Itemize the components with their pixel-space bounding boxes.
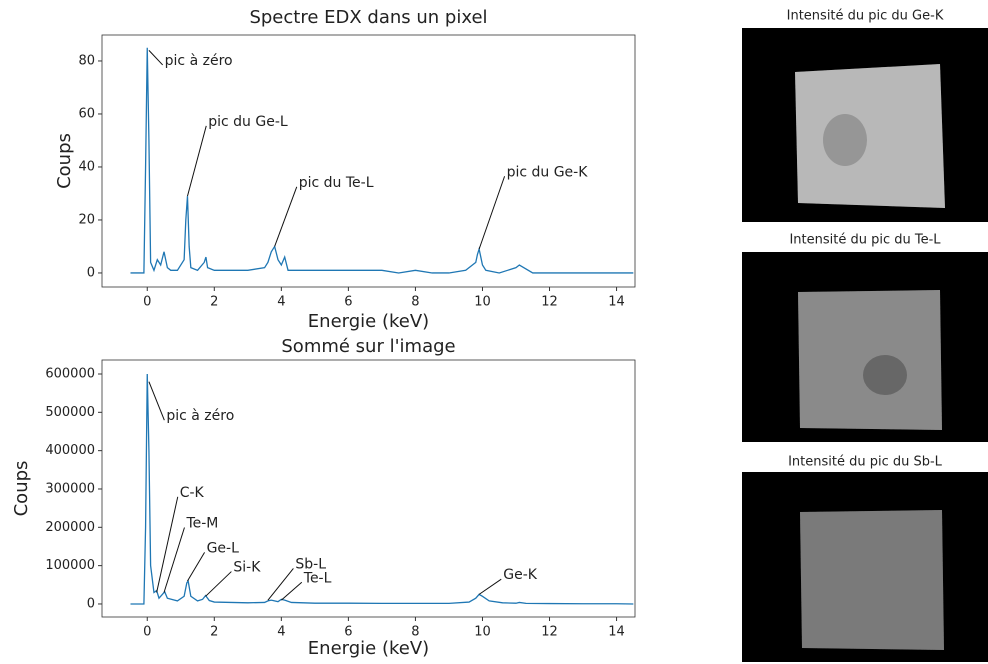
x-tick-label: 2 — [210, 295, 218, 310]
annotation-arrow — [478, 578, 502, 595]
x-tick-label: 0 — [143, 625, 151, 640]
annotation-arrow — [187, 552, 205, 582]
panel-title: Intensité du pic du Sb-L — [788, 455, 943, 470]
annotation: pic du Te-L — [299, 175, 374, 191]
y-tick-label: 40 — [78, 159, 95, 174]
y-axis-label: Coups — [54, 133, 75, 189]
x-axis-label: Energie (keV) — [308, 311, 429, 332]
annotation: Ge-K — [503, 567, 538, 583]
x-tick-label: 8 — [411, 625, 419, 640]
annotation-arrow — [205, 571, 232, 597]
x-tick-label: 10 — [474, 625, 491, 640]
plot-frame — [101, 34, 636, 288]
annotation: pic du Ge-L — [208, 114, 288, 130]
x-tick-label: 10 — [474, 295, 491, 310]
annotation: pic à zéro — [165, 53, 233, 69]
x-tick-label: 2 — [210, 625, 218, 640]
y-tick-label: 20 — [78, 212, 95, 227]
annotation-arrow — [148, 50, 164, 66]
y-tick-label: 200000 — [45, 520, 95, 535]
map-panel — [742, 28, 988, 222]
x-axis-label: Energie (keV) — [308, 638, 429, 659]
panel-title: Intensité du pic du Ge-K — [787, 9, 944, 24]
chart-title: Sommé sur l'image — [281, 336, 455, 357]
annotation: Te-M — [185, 515, 218, 531]
annotation-arrow — [156, 496, 179, 593]
annotation-arrow — [267, 568, 294, 601]
annotation: Ge-L — [207, 540, 240, 556]
x-tick-label: 0 — [143, 295, 151, 310]
y-axis-label: Coups — [11, 461, 32, 517]
y-tick-label: 600000 — [45, 366, 95, 381]
y-tick-label: 500000 — [45, 405, 95, 420]
y-tick-label: 80 — [78, 53, 95, 68]
annotation-arrow — [148, 381, 165, 421]
x-tick-label: 6 — [344, 295, 352, 310]
y-tick-label: 100000 — [45, 558, 95, 573]
map-image — [800, 510, 944, 650]
y-tick-label: 400000 — [45, 443, 95, 458]
x-tick-label: 4 — [277, 295, 285, 310]
chart-title: Spectre EDX dans un pixel — [249, 7, 487, 28]
y-tick-label: 0 — [87, 596, 95, 611]
annotation: C-K — [180, 485, 205, 501]
annotation-arrow — [478, 176, 506, 250]
panel-title: Intensité du pic du Te-L — [789, 233, 941, 248]
x-tick-label: 8 — [411, 295, 419, 310]
spectrum-line — [130, 47, 634, 274]
annotation: Te-L — [303, 570, 332, 586]
annotation: pic à zéro — [166, 408, 234, 424]
map-panel — [742, 252, 988, 442]
annotation: Si-K — [233, 560, 261, 576]
annotation: pic du Ge-K — [507, 164, 589, 180]
x-tick-label: 12 — [541, 295, 558, 310]
annotation-arrow — [281, 581, 303, 601]
x-tick-label: 12 — [541, 625, 558, 640]
spectrum-line — [130, 373, 634, 605]
y-tick-label: 300000 — [45, 481, 95, 496]
x-tick-label: 14 — [608, 295, 625, 310]
x-tick-label: 14 — [608, 625, 625, 640]
y-tick-label: 0 — [87, 265, 95, 280]
annotation-arrow — [163, 527, 185, 593]
annotation-arrow — [274, 186, 298, 247]
x-tick-label: 4 — [277, 625, 285, 640]
annotation-arrow — [186, 125, 207, 197]
map-panel — [742, 472, 988, 662]
annotation: Sb-L — [295, 556, 326, 572]
map-feature — [823, 114, 867, 166]
x-tick-label: 6 — [344, 625, 352, 640]
map-image — [795, 64, 945, 208]
map-image — [798, 290, 942, 430]
map-feature — [863, 355, 907, 395]
y-tick-label: 60 — [78, 106, 95, 121]
